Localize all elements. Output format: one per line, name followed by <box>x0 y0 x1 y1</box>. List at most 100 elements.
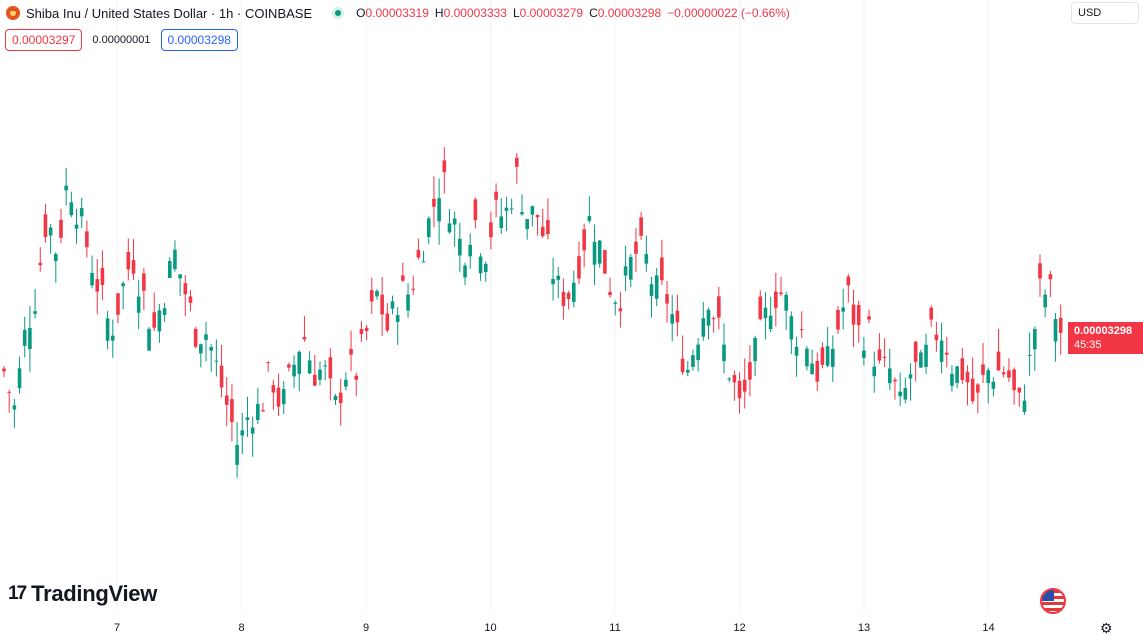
market-status-icon[interactable] <box>332 7 345 19</box>
tradingview-logo[interactable]: 17 TradingView <box>8 581 157 607</box>
candle-body <box>623 266 628 276</box>
candle-body <box>209 346 213 351</box>
candle-body <box>59 219 63 238</box>
candle-body <box>22 329 27 346</box>
candle-body <box>794 346 799 356</box>
candle-body <box>753 337 757 362</box>
candle-body <box>136 296 141 313</box>
candle-body <box>924 344 928 367</box>
candle-body <box>737 380 742 399</box>
candle-body <box>572 282 576 302</box>
time-axis[interactable]: 7 8 9 10 11 12 13 14 <box>114 622 995 634</box>
candle-body <box>276 387 281 407</box>
candle-body <box>603 250 607 274</box>
candle-body <box>188 296 193 303</box>
candle-body <box>1058 317 1063 333</box>
candle-body <box>458 238 462 256</box>
candle-body <box>43 214 48 238</box>
candle-body <box>986 370 990 384</box>
candle-body <box>691 355 695 367</box>
candle-body <box>582 229 586 251</box>
candle-body <box>649 284 654 296</box>
candle-body <box>768 315 773 330</box>
candle-body <box>887 368 892 384</box>
candle-body <box>54 254 58 262</box>
candle-body <box>354 375 359 380</box>
candle-body <box>395 315 400 323</box>
candle-body <box>173 249 177 270</box>
candle-body <box>250 427 255 434</box>
candle-body <box>421 261 426 263</box>
logo-text: TradingView <box>31 581 158 606</box>
gear-icon[interactable]: ⚙ <box>1100 620 1113 636</box>
buy-price-button[interactable]: 0.00003298 <box>160 29 238 51</box>
candle-body <box>799 329 804 331</box>
candle-body <box>913 341 918 362</box>
symbol-title[interactable]: Shiba Inu / United States Dollar · 1h · … <box>26 5 313 21</box>
candle-body <box>2 368 6 372</box>
candle-body <box>815 360 820 382</box>
candle-body <box>618 308 623 312</box>
candle-body <box>28 327 32 350</box>
last-price-value: 0.00003298 <box>1074 325 1133 337</box>
candle-body <box>592 241 597 265</box>
candle-body <box>307 360 312 374</box>
candle-body <box>877 349 882 361</box>
candle-body <box>162 308 167 316</box>
candle-body <box>230 399 234 423</box>
candle-body <box>520 212 524 215</box>
candle-body <box>463 265 467 278</box>
candle-body <box>846 276 851 286</box>
candle-body <box>727 378 731 380</box>
spread-value: 0.00000001 <box>92 34 151 46</box>
candle-body <box>390 301 395 309</box>
candle-body <box>131 260 136 274</box>
candle-body <box>597 240 602 264</box>
candle-body <box>831 348 835 367</box>
candle-body <box>701 318 706 337</box>
candle-body <box>281 389 286 405</box>
candle-body <box>116 293 120 315</box>
candle-body <box>1001 372 1006 375</box>
candle-body <box>634 241 638 254</box>
candle-body <box>380 294 384 315</box>
candle-body <box>893 379 897 382</box>
candle-body <box>965 371 970 383</box>
candle-body <box>385 313 390 331</box>
candle-body <box>452 218 457 225</box>
candle-body <box>333 395 338 401</box>
candle-body <box>364 327 369 331</box>
ohlc-low: L0.00003279 <box>512 6 584 20</box>
candle-body <box>494 191 498 200</box>
currency-selector[interactable]: USD <box>1071 2 1139 24</box>
candle-body <box>48 227 53 236</box>
candle-body <box>561 292 566 306</box>
sell-price-button[interactable]: 0.00003297 <box>5 29 83 51</box>
candle-body <box>266 362 270 364</box>
candle-body <box>670 314 675 324</box>
us-flag-icon[interactable] <box>1040 588 1066 614</box>
ohlc-open: O0.00003319 <box>356 6 429 20</box>
candle-body <box>126 252 131 270</box>
candle-body <box>919 352 923 368</box>
candle-body <box>105 318 110 341</box>
candle-body <box>245 417 250 420</box>
shiba-coin-icon <box>6 6 20 20</box>
candle-body <box>38 262 43 266</box>
candle-body <box>110 335 115 341</box>
candle-body <box>660 257 664 281</box>
candle-body <box>685 369 690 373</box>
candle-body <box>535 214 540 218</box>
ohlc-values: O0.00003319 H0.00003333 L0.00003279 C0.0… <box>356 6 790 20</box>
candle-body <box>779 292 783 295</box>
candle-body <box>717 296 721 318</box>
candle-body <box>675 310 680 323</box>
candle-body <box>867 316 871 320</box>
candle-body <box>297 351 302 374</box>
candle-body <box>256 403 260 420</box>
candle-body <box>551 278 555 285</box>
candle-body <box>100 268 105 285</box>
candle-body <box>12 405 17 410</box>
candle-body <box>271 385 276 393</box>
